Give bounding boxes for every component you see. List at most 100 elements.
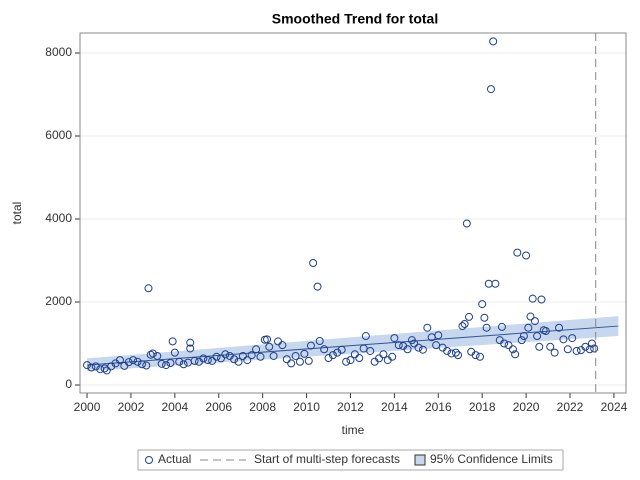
data-point [313,282,322,291]
legend-marker [145,456,153,464]
data-point [465,312,474,321]
y-axis-label: total [10,202,24,225]
data-point [460,319,469,328]
data-point [324,354,333,363]
data-point [212,352,221,361]
data-point [462,219,471,228]
data-point [511,350,520,359]
data-point [208,356,217,365]
data-point [418,345,427,354]
data-point [587,339,596,348]
data-point [489,37,498,46]
data-point [480,313,489,322]
data-point [186,344,195,353]
y-tick-label: 2000 [45,294,72,308]
data-point [497,322,506,331]
data-point [300,349,309,358]
x-axis-label: time [342,423,365,437]
data-point [168,337,177,346]
x-tick-label: 2018 [469,400,496,414]
data-point [443,346,452,355]
data-point [342,357,351,366]
data-point [144,284,153,293]
legend-label: Start of multi-step forecasts [254,452,400,466]
y-tick-label: 4000 [45,211,72,225]
x-tick-label: 2016 [425,400,452,414]
data-point [115,356,124,365]
data-point [320,345,329,354]
data-point [530,317,539,326]
y-tick-label: 0 [65,377,72,391]
data-point [434,331,443,340]
data-point [423,323,432,332]
y-tick-label: 8000 [45,45,72,59]
data-point [522,251,531,260]
data-point [91,362,100,371]
data-point [471,351,480,360]
data-point [166,358,175,367]
data-point [581,342,590,351]
data-point [361,332,370,341]
legend-label: 95% Confidence Limits [430,452,553,466]
data-point [265,342,274,351]
data-point [83,361,92,370]
trend-line [86,325,619,366]
data-point [315,337,324,346]
data-point [572,346,581,355]
data-point [568,334,577,343]
data-point [537,295,546,304]
data-point [148,349,157,358]
legend-marker [414,454,426,466]
x-tick-label: 2014 [381,400,408,414]
data-point [535,342,544,351]
data-point [337,345,346,354]
data-point [524,323,533,332]
x-tick-label: 2000 [74,400,101,414]
data-point [388,352,397,361]
data-point [190,356,199,365]
data-point [375,354,384,363]
x-tick-label: 2024 [601,400,628,414]
data-point [142,361,151,370]
x-tick-label: 2022 [557,400,584,414]
data-point [179,360,188,369]
x-tick-label: 2010 [293,400,320,414]
data-point [278,341,287,350]
data-point [486,85,495,94]
data-point [199,354,208,363]
data-point [491,279,500,288]
data-point [256,352,265,361]
data-point [559,335,568,344]
data-point [355,354,364,363]
data-point [526,312,535,321]
data-point [390,334,399,343]
data-point [162,361,171,370]
chart-title: Smoothed Trend for total [272,11,438,27]
x-tick-label: 2006 [205,400,232,414]
data-point [366,346,375,355]
data-point [306,341,315,350]
data-point [216,354,225,363]
data-point [107,362,116,371]
data-point [157,359,166,368]
data-point [243,356,252,365]
data-point [476,352,485,361]
data-point [175,357,184,366]
data-point [203,356,212,365]
data-point [517,336,526,345]
data-point [508,345,517,354]
data-point [263,335,272,344]
data-point [247,351,256,360]
data-point [458,322,467,331]
data-point [333,348,342,357]
data-point [513,248,522,257]
data-point [282,355,291,364]
data-point [478,300,487,309]
data-point [454,351,463,360]
data-point [170,348,179,357]
data-point [252,345,261,354]
legend-label: Actual [158,452,191,466]
data-point [124,358,133,367]
data-point [410,339,419,348]
